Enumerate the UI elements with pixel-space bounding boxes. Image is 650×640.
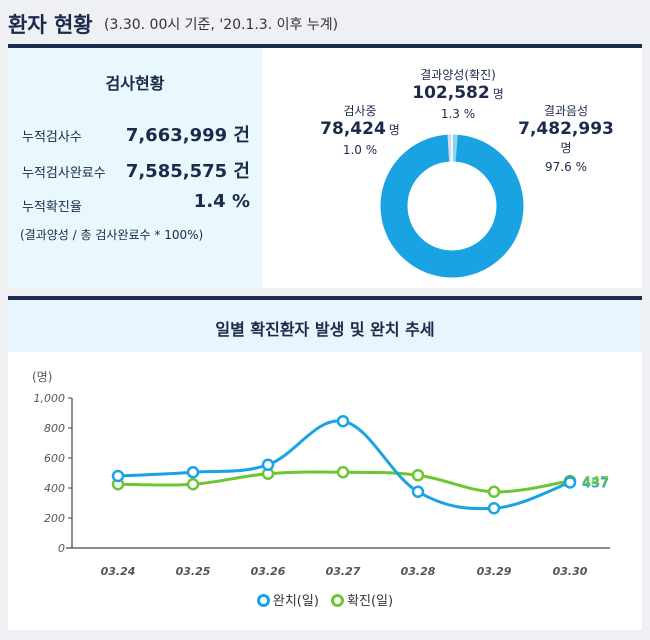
negative-name: 결과음성: [543, 104, 589, 118]
positive-rate-note: (결과양성 / 총 검사완료수 * 100%): [20, 228, 204, 242]
donut-label-pending: 검사중 78,424 명 1.0 %: [300, 102, 420, 157]
positive-rate-label: 누적확진율: [22, 200, 82, 215]
negative-unit: 명: [560, 141, 572, 155]
completed-tests-value: 7,585,575 건: [125, 161, 250, 182]
end-label-confirmed: 447: [582, 475, 609, 490]
legend-item-recovered[interactable]: 완치(일): [256, 590, 319, 609]
total-tests-value: 7,663,999 건: [125, 125, 250, 146]
series-line-recovered: [117, 419, 571, 511]
data-point-recovered[interactable]: [563, 476, 577, 489]
y-tick-label: 0: [58, 542, 65, 555]
data-point-recovered[interactable]: [111, 469, 125, 483]
y-tick-label: 800: [44, 422, 65, 435]
completed-tests-label: 누적검사완료수: [22, 166, 106, 181]
data-point-recovered[interactable]: [261, 458, 275, 471]
x-tick-label: 03.24: [101, 565, 136, 578]
legend-marker-recovered: [256, 594, 270, 607]
test-status-card: 검사현황 누적검사수 7,663,999 건 누적검사완료수 7,585,575…: [8, 48, 642, 288]
y-tick-label: 600: [44, 452, 65, 465]
total-tests-row: 누적검사수 7,663,999 건: [22, 120, 250, 148]
data-point-recovered[interactable]: [336, 415, 350, 428]
y-tick-label: 200: [44, 512, 65, 525]
completed-tests-row: 누적검사완료수 7,585,575 건: [22, 156, 250, 184]
page-title: 환자 현황: [8, 13, 93, 37]
x-tick-label: 03.25: [176, 565, 211, 578]
data-point-confirmed[interactable]: [336, 466, 350, 479]
positive-rate-value: 1.4 %: [193, 191, 250, 212]
pending-value: 78,424: [320, 119, 386, 139]
total-tests-label: 누적검사수: [22, 130, 82, 145]
data-point-confirmed[interactable]: [487, 485, 501, 498]
pending-pct: 1.0 %: [342, 143, 378, 157]
positive-rate-row: 누적확진율 1.4 %: [22, 190, 250, 218]
donut-label-negative: 결과음성 7,482,993 명 97.6 %: [506, 102, 626, 174]
chart-title: 일별 확진환자 발생 및 완치 추세: [215, 320, 435, 339]
chart-legend: 완치(일) 확진(일): [0, 590, 650, 609]
chart-header: 일별 확진환자 발생 및 완치 추세: [8, 300, 642, 352]
positive-unit: 명: [492, 87, 504, 101]
data-point-confirmed[interactable]: [411, 469, 425, 482]
x-tick-label: 03.29: [477, 565, 512, 578]
x-tick-label: 03.30: [553, 565, 588, 578]
positive-pct: 1.3 %: [440, 107, 476, 121]
donut-label-positive: 결과양성(확진) 102,582 명 1.3 %: [398, 66, 518, 121]
x-tick-label: 03.28: [401, 565, 436, 578]
pending-name: 검사중: [343, 104, 377, 118]
daily-trend-card: 일별 확진환자 발생 및 완치 추세: [8, 300, 642, 630]
donut-chart: [380, 134, 524, 278]
negative-pct: 97.6 %: [545, 160, 587, 174]
x-tick-label: 03.26: [251, 565, 286, 578]
test-summary-panel: 검사현황 누적검사수 7,663,999 건 누적검사완료수 7,585,575…: [8, 48, 262, 288]
page-subtitle: (3.30. 00시 기준, '20.1.3. 이후 누계): [104, 17, 339, 33]
test-summary-heading: 검사현황: [105, 74, 165, 93]
legend-label-recovered: 완치(일): [272, 594, 319, 609]
section-divider: [8, 296, 642, 300]
legend-marker-confirmed: [331, 594, 345, 607]
page-header: 환자 현황 (3.30. 00시 기준, '20.1.3. 이후 누계): [0, 0, 650, 46]
data-point-confirmed[interactable]: [186, 478, 200, 491]
positive-name: 결과양성(확진): [420, 68, 496, 82]
negative-value: 7,482,993: [518, 119, 614, 139]
end-label-recovered: 437: [582, 476, 609, 491]
data-point-recovered[interactable]: [487, 502, 501, 515]
data-point-recovered[interactable]: [186, 466, 200, 479]
y-tick-label: 1,000: [34, 392, 66, 405]
positive-value: 102,582: [412, 83, 490, 103]
donut-segment-negative: [380, 134, 524, 278]
test-result-donut: 결과양성(확진) 102,582 명 1.3 % 검사중 78,424 명 1.0 …: [262, 48, 642, 288]
header-divider: [8, 44, 642, 48]
data-point-recovered[interactable]: [411, 485, 425, 498]
legend-label-confirmed: 확진(일): [347, 594, 394, 609]
x-tick-label: 03.27: [326, 565, 361, 578]
legend-item-confirmed[interactable]: 확진(일): [331, 590, 393, 609]
y-tick-label: 400: [44, 482, 65, 495]
pending-unit: 명: [388, 123, 400, 137]
y-axis-unit: (명): [32, 370, 53, 384]
